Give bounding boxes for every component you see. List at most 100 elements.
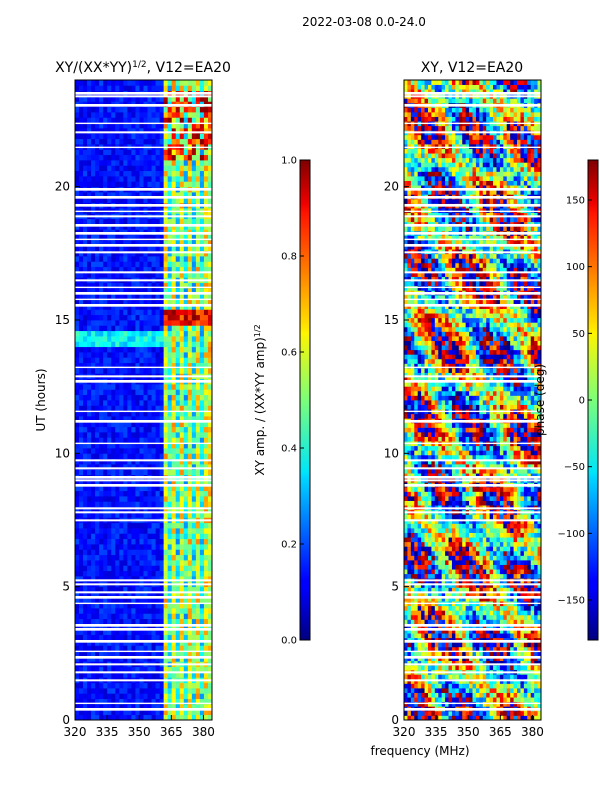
heatmap-cell	[147, 570, 152, 577]
heatmap-cell	[135, 176, 140, 182]
heatmap-cell	[123, 352, 128, 358]
heatmap-cell	[167, 304, 173, 310]
heatmap-cell	[421, 413, 425, 419]
heatmap-cell	[191, 341, 197, 348]
heatmap-cell	[417, 674, 422, 680]
heatmap-cell	[199, 256, 205, 262]
heatmap-cell	[421, 354, 425, 360]
heatmap-cell	[203, 608, 209, 614]
heatmap-cell	[404, 276, 408, 282]
heatmap-cell	[183, 586, 189, 593]
heatmap-cell	[107, 613, 112, 620]
heatmap-cell	[143, 181, 148, 188]
heatmap-cell	[131, 426, 136, 433]
heatmap-cell	[127, 405, 132, 412]
heatmap-cell	[151, 640, 156, 646]
heatmap-cell	[143, 608, 148, 614]
heatmap-cell	[147, 192, 152, 198]
heatmap-cell	[115, 330, 120, 337]
heatmap-cell	[407, 208, 412, 213]
heatmap-cell	[414, 701, 419, 707]
heatmap-cell	[175, 608, 181, 614]
heatmap-cell	[187, 357, 193, 364]
colorbar1-tick-label: 0.2	[281, 540, 297, 551]
heatmap-cell	[199, 624, 205, 630]
heatmap-cell	[167, 506, 173, 513]
heatmap-cell	[123, 85, 128, 92]
heatmap-cell	[99, 320, 104, 326]
heatmap-cell	[421, 550, 425, 556]
heatmap-cell	[199, 480, 205, 486]
heatmap-cell	[99, 384, 104, 390]
heatmap-cell	[127, 640, 132, 646]
heatmap-cell	[404, 688, 408, 693]
heatmap-cell	[147, 458, 152, 465]
heatmap-cell	[107, 298, 112, 305]
heatmap-cell	[155, 341, 161, 348]
heatmap-cell	[195, 288, 201, 294]
heatmap-cell	[203, 634, 209, 641]
heatmap-cell	[404, 532, 408, 538]
heatmap-cell	[91, 618, 96, 625]
heatmap-cell	[91, 549, 96, 556]
heatmap-cell	[143, 368, 148, 374]
heatmap-cell	[410, 340, 415, 346]
heatmap-cell	[147, 672, 152, 678]
heatmap-cell	[79, 272, 84, 278]
heatmap-cell	[159, 282, 165, 289]
heatmap-cell	[404, 180, 408, 186]
heatmap-cell	[119, 320, 124, 326]
heatmap-cell	[183, 544, 189, 550]
heatmap-cell	[195, 122, 201, 129]
heatmap-cell	[139, 469, 144, 476]
heatmap-cell	[147, 538, 152, 545]
heatmap-cell	[75, 490, 80, 497]
heatmap-cell	[127, 698, 132, 705]
heatmap-cell	[199, 133, 205, 140]
heatmap-cell	[107, 128, 112, 134]
heatmap-cell	[119, 682, 124, 689]
heatmap-cell	[119, 709, 124, 716]
heatmap-cell	[163, 469, 169, 476]
heatmap-cell	[417, 633, 422, 639]
heatmap-cell	[75, 336, 80, 342]
heatmap-cell	[414, 276, 419, 282]
heatmap-cell	[143, 634, 148, 641]
heatmap-cell	[103, 656, 108, 662]
heatmap-cell	[404, 582, 408, 588]
heatmap-cell	[421, 427, 425, 433]
heatmap-cell	[407, 336, 412, 341]
heatmap-cell	[175, 656, 181, 662]
heatmap-cell	[111, 629, 116, 636]
heatmap-cell	[79, 624, 84, 630]
heatmap-cell	[203, 421, 209, 428]
heatmap-cell	[195, 682, 201, 689]
heatmap-cell	[127, 464, 132, 470]
heatmap-cell	[99, 362, 104, 369]
heatmap-cell	[111, 448, 116, 454]
heatmap-cell	[127, 426, 132, 433]
heatmap-cell	[83, 464, 88, 470]
heatmap-cell	[183, 490, 189, 497]
heatmap-cell	[421, 226, 425, 232]
heatmap-cell	[407, 368, 412, 373]
heatmap-cell	[203, 234, 209, 241]
heatmap-cell	[163, 640, 169, 646]
heatmap-cell	[407, 537, 412, 543]
heatmap-cell	[151, 666, 156, 673]
heatmap-cell	[143, 618, 148, 625]
heatmap-cell	[75, 272, 80, 278]
heatmap-cell	[147, 522, 152, 529]
heatmap-cell	[183, 602, 189, 609]
heatmap-cell	[151, 704, 156, 710]
heatmap-cell	[187, 320, 193, 326]
heatmap-cell	[127, 533, 132, 540]
heatmap-cell	[131, 688, 136, 694]
heatmap-cell	[207, 458, 213, 465]
heatmap-cell	[414, 587, 419, 593]
heatmap-cell	[207, 400, 213, 406]
heatmap-cell	[151, 341, 156, 348]
heatmap-cell	[131, 234, 136, 241]
heatmap-cell	[167, 80, 173, 86]
heatmap-cell	[417, 491, 422, 497]
